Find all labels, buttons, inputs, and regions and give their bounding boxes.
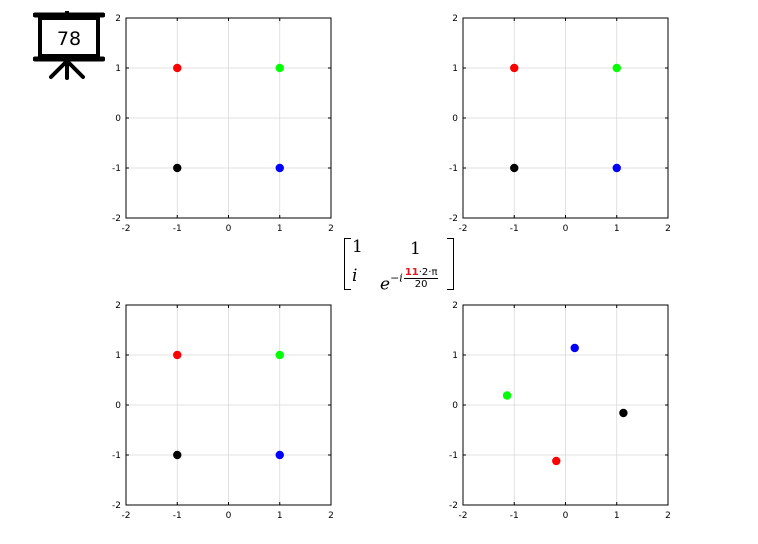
exp-base: e — [380, 274, 391, 295]
x-tick-label: 1 — [614, 224, 620, 234]
data-point — [173, 350, 182, 360]
y-tick-label: -1 — [449, 164, 458, 174]
transform-matrix: 1 1 i e−i 11·2·π 20 — [340, 236, 458, 295]
data-point — [510, 163, 519, 173]
data-point — [570, 343, 579, 353]
y-tick-label: 2 — [115, 14, 121, 24]
data-point — [173, 450, 182, 460]
exp-highlight-number: 11 — [404, 267, 419, 278]
slide-number: 78 — [57, 28, 81, 50]
x-tick-label: -1 — [510, 511, 519, 521]
data-point — [173, 63, 182, 73]
scatter-svg: -2 -1 0 1 2 2 1 0 -1 -2 — [112, 301, 334, 521]
x-tick-label: 1 — [614, 511, 620, 521]
x-tick-label: -2 — [459, 511, 468, 521]
y-tick-label: 0 — [115, 114, 121, 124]
y-tick-label: -1 — [449, 451, 458, 461]
exponent: −i 11·2·π 20 — [390, 267, 439, 290]
x-tick-label: -2 — [459, 224, 468, 234]
y-tick-label: 2 — [452, 301, 458, 311]
y-tick-label: 1 — [115, 64, 121, 74]
exp-fraction: 11·2·π 20 — [403, 267, 439, 290]
x-tick-label: 0 — [563, 511, 569, 521]
x-tick-label: 2 — [328, 511, 334, 521]
x-tick-label: -1 — [510, 224, 519, 234]
data-point — [510, 63, 519, 73]
data-point — [552, 456, 561, 466]
matrix-left-bracket — [344, 238, 351, 290]
exp-imag-unit: i — [399, 271, 403, 285]
y-tick-label: 0 — [115, 401, 121, 411]
scatter-plot-bottom-left: -2 -1 0 1 2 2 1 0 -1 -2 — [100, 295, 340, 525]
data-point — [275, 350, 284, 360]
y-tick-label: -1 — [112, 451, 121, 461]
y-tick-label: -2 — [449, 214, 458, 224]
y-tick-label: 0 — [452, 114, 458, 124]
scatter-plot-top-right: -2 -1 0 1 2 2 1 0 -1 -2 — [437, 8, 677, 238]
matrix-right-bracket — [447, 238, 454, 290]
y-tick-label: 1 — [452, 351, 458, 361]
x-tick-label: 1 — [277, 511, 283, 521]
y-tick-label: -1 — [112, 164, 121, 174]
y-tick-label: 2 — [115, 301, 121, 311]
y-tick-label: -2 — [112, 501, 121, 511]
data-point — [612, 63, 621, 73]
exp-sign: − — [390, 271, 400, 285]
data-point — [173, 163, 182, 173]
x-tick-label: 2 — [665, 224, 671, 234]
matrix-r1c1: 1 — [352, 237, 363, 257]
data-point — [612, 163, 621, 173]
x-tick-label: -2 — [122, 511, 131, 521]
x-tick-label: -1 — [173, 511, 182, 521]
x-tick-label: 0 — [226, 511, 232, 521]
data-point — [275, 63, 284, 73]
matrix-r2c1: i — [352, 266, 358, 286]
presentation-board-icon: 78 — [33, 10, 105, 80]
matrix-r1c2: 1 — [410, 239, 421, 259]
x-tick-label: 2 — [665, 511, 671, 521]
scatter-plot-bottom-right: -2 -1 0 1 2 2 1 0 -1 -2 — [437, 295, 677, 525]
data-point — [275, 450, 284, 460]
scatter-svg: -2 -1 0 1 2 2 1 0 -1 -2 — [449, 301, 671, 521]
matrix-r2c2: e−i 11·2·π 20 — [380, 267, 439, 295]
x-tick-label: 0 — [563, 224, 569, 234]
y-tick-label: -2 — [112, 214, 121, 224]
x-tick-label: 2 — [328, 224, 334, 234]
x-tick-label: 1 — [277, 224, 283, 234]
exp-denominator: 20 — [414, 279, 428, 290]
scatter-svg: -2 -1 0 1 2 2 1 0 -1 -2 — [449, 14, 671, 234]
exp-numerator-rest: ·2·π — [418, 267, 438, 278]
scatter-svg: -2 -1 0 1 2 2 1 0 -1 -2 — [112, 14, 334, 234]
y-tick-label: 0 — [452, 401, 458, 411]
data-point — [619, 408, 628, 418]
y-tick-label: 2 — [452, 14, 458, 24]
y-tick-label: 1 — [115, 351, 121, 361]
y-tick-label: -2 — [449, 501, 458, 511]
data-point — [502, 391, 512, 400]
x-tick-label: 0 — [226, 224, 232, 234]
data-point — [275, 163, 284, 173]
x-tick-label: -2 — [122, 224, 131, 234]
y-tick-label: 1 — [452, 64, 458, 74]
x-tick-label: -1 — [173, 224, 182, 234]
scatter-plot-top-left: -2 -1 0 1 2 2 1 0 -1 -2 — [100, 8, 340, 238]
